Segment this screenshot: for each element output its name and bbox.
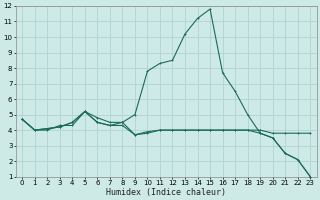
X-axis label: Humidex (Indice chaleur): Humidex (Indice chaleur) [106, 188, 226, 197]
